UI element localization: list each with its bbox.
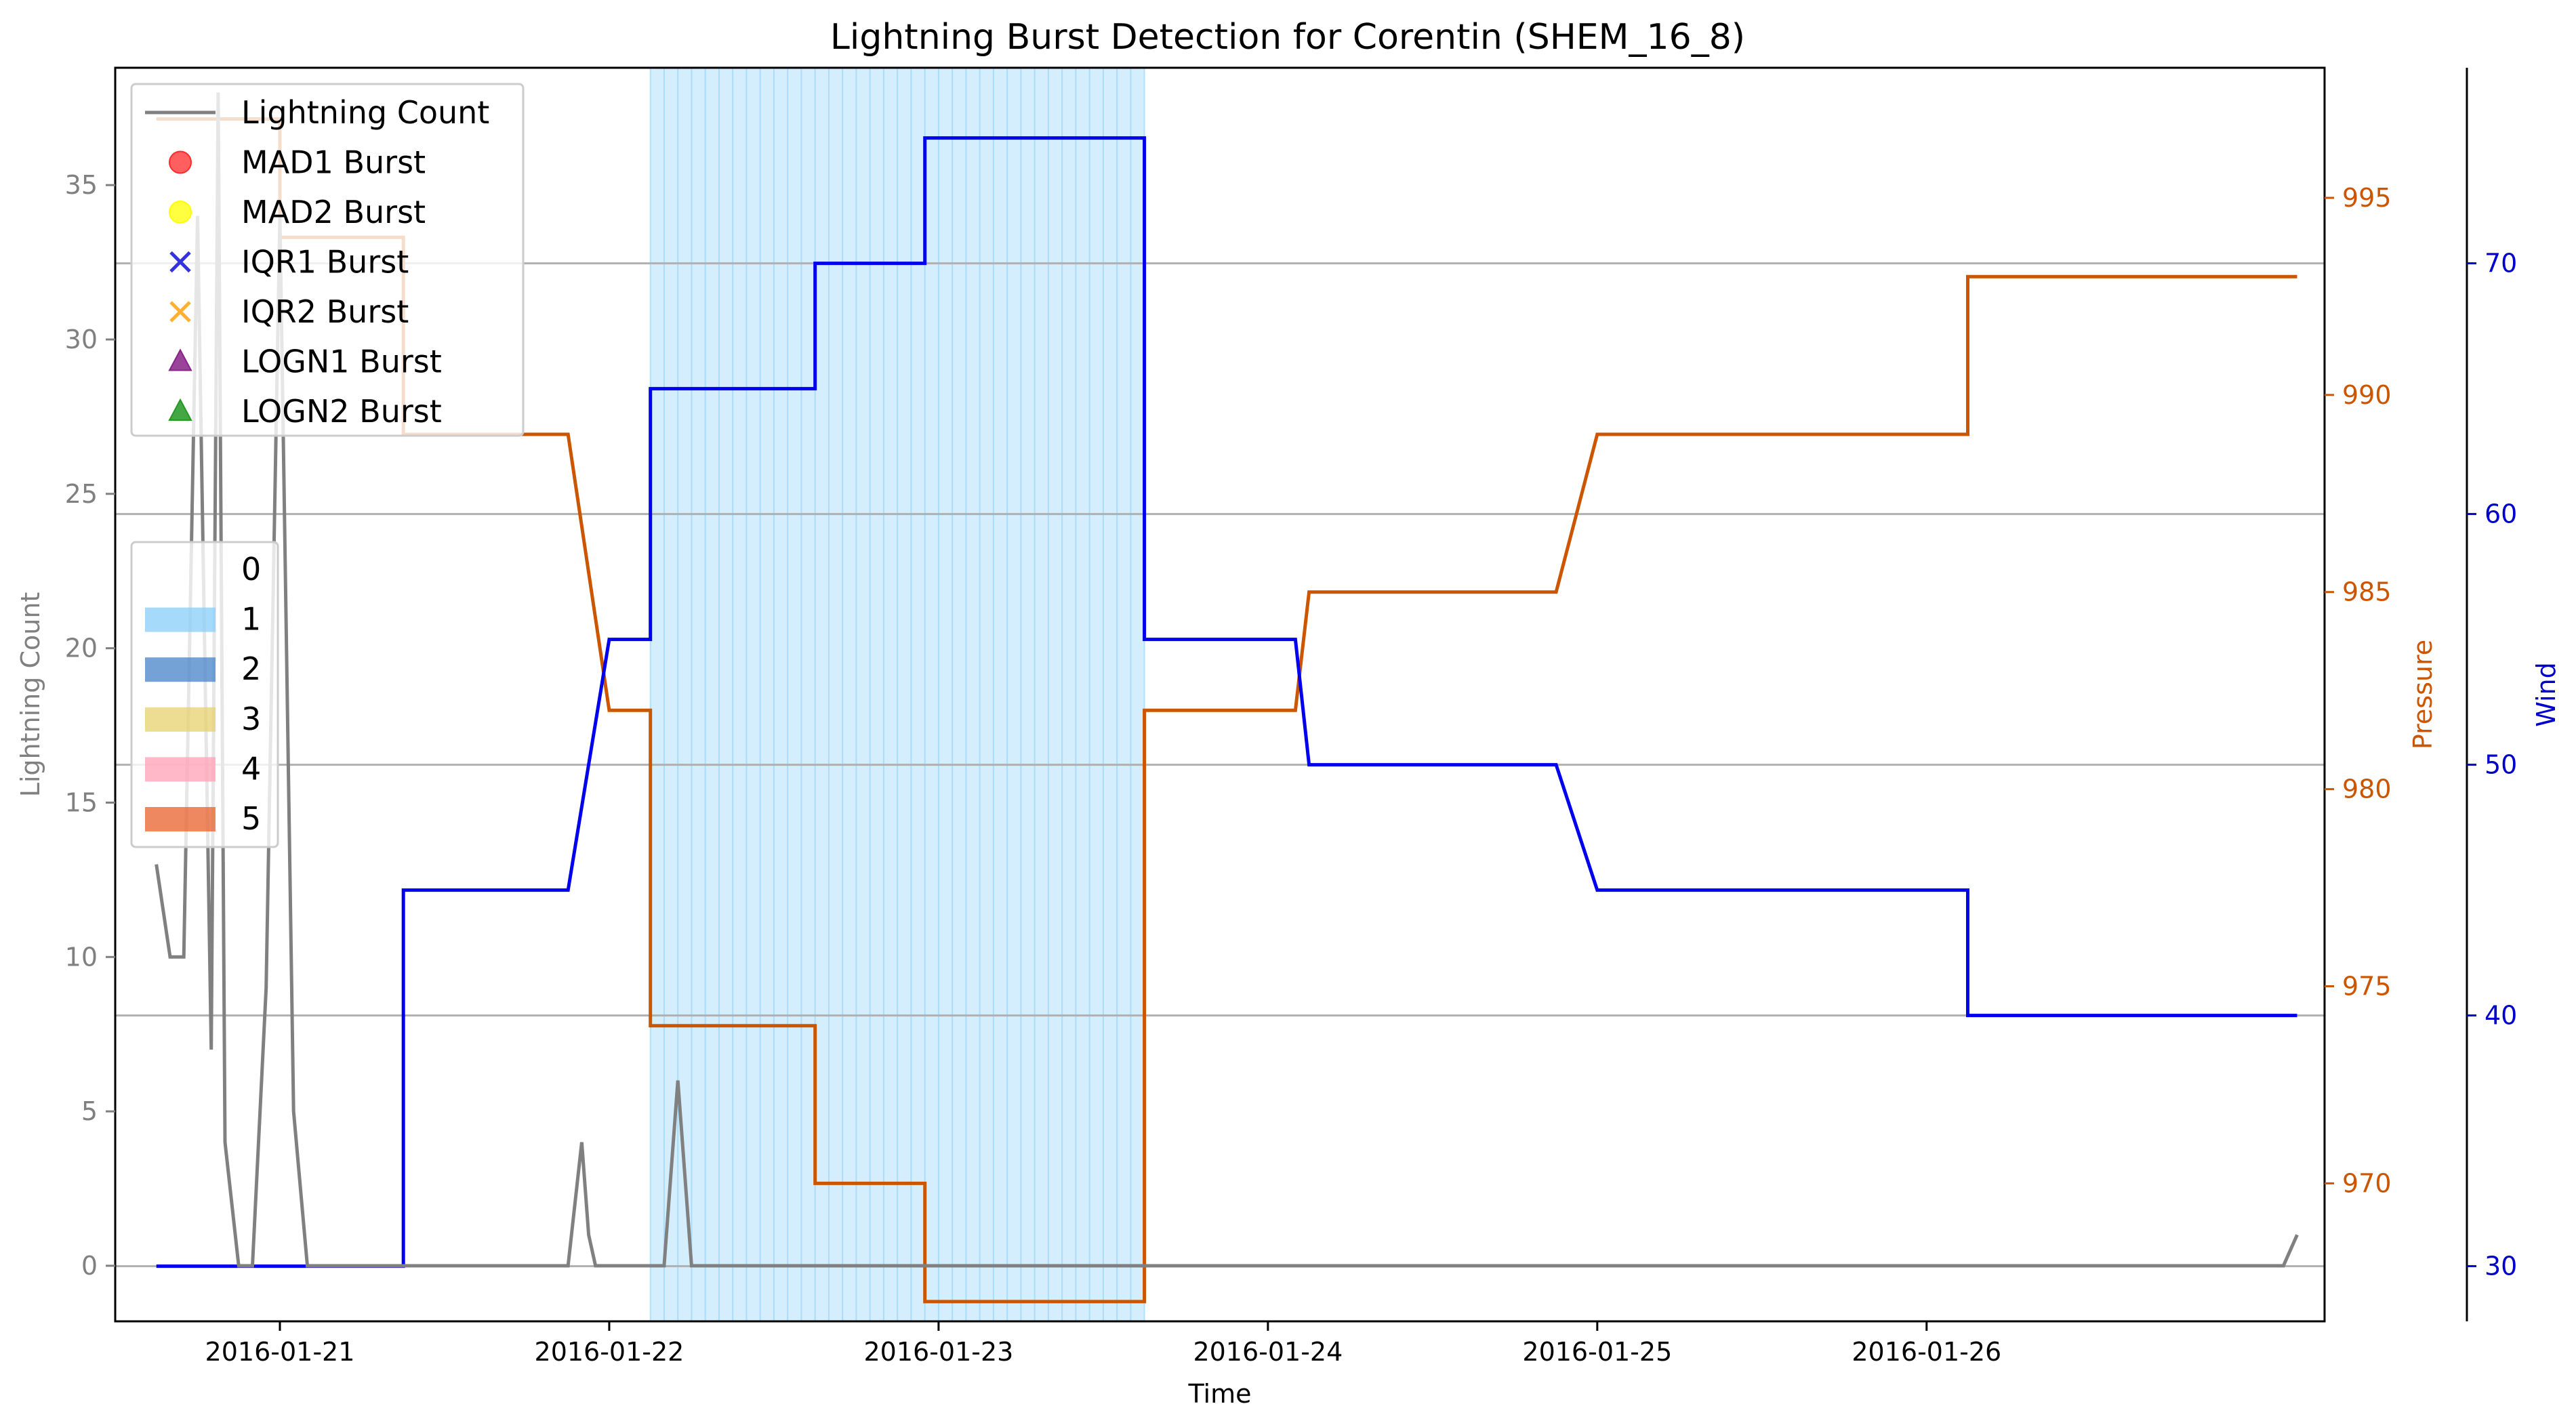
y-pressure-tick-label: 980 xyxy=(2342,775,2392,804)
y-left-tick-label: 15 xyxy=(65,787,98,817)
legend-bursts-frame xyxy=(130,83,525,437)
legend-swatch-category xyxy=(145,657,216,682)
x-axis-label: Time xyxy=(1188,1379,1252,1409)
y-left-tick-label: 30 xyxy=(65,325,98,354)
legend-label: 5 xyxy=(241,800,261,837)
y-left-tick-label: 5 xyxy=(81,1096,98,1126)
y-pressure-tick-label: 995 xyxy=(2342,183,2392,213)
series-line-wind xyxy=(156,136,2297,1268)
legend-label: IQR1 Burst xyxy=(241,244,409,281)
y-left-tick-label: 0 xyxy=(81,1251,98,1281)
y-pressure-tick-label: 985 xyxy=(2342,577,2392,607)
y-wind-tick-label: 40 xyxy=(2485,1001,2517,1031)
axes-layer: 2016-01-21 2016-01-22 2016-01-23 2016-01-24… xyxy=(65,68,2517,1367)
legend-label: MAD1 Burst xyxy=(241,144,426,181)
legend-label: 1 xyxy=(241,601,261,638)
legend-label: 0 xyxy=(241,551,261,587)
y-wind-tick-label: 70 xyxy=(2485,249,2517,278)
legend-swatch-category xyxy=(145,807,216,831)
legend-swatch-triangle xyxy=(168,398,192,421)
legend-swatch-category xyxy=(145,757,216,782)
legend-swatch-triangle xyxy=(168,348,192,371)
legend-label: LOGN1 Burst xyxy=(241,344,442,380)
x-tick-label: 2016-01-25 xyxy=(1522,1337,1672,1367)
x-tick-label: 2016-01-26 xyxy=(1852,1337,2001,1367)
y-pressure-tick-label: 970 xyxy=(2342,1168,2392,1198)
x-tick-label: 2016-01-23 xyxy=(863,1337,1013,1367)
y-wind-tick-label: 30 xyxy=(2485,1252,2517,1281)
legend-label: 2 xyxy=(241,650,261,687)
y-axis-label-wind: Wind xyxy=(2531,662,2561,727)
x-tick-label: 2016-01-22 xyxy=(535,1337,684,1367)
chart-title: Lightning Burst Detection for Corentin (… xyxy=(830,17,1745,58)
x-tick-label: 2016-01-21 xyxy=(205,1337,355,1367)
legend-swatch-x xyxy=(169,301,191,323)
legend-categories: 0 1 2 3 4 5 xyxy=(130,541,279,848)
series-line-lightning-count xyxy=(155,92,2299,1268)
y-pressure-tick-label: 975 xyxy=(2342,972,2392,1001)
category-shading-layer xyxy=(649,68,1145,1321)
legend-swatch-x xyxy=(169,251,191,273)
legend-swatch-circle xyxy=(169,201,192,224)
plot-frame xyxy=(114,66,2326,1323)
legend-swatch-circle xyxy=(169,150,192,174)
legend-label: 4 xyxy=(241,750,261,787)
y-left-tick-label: 20 xyxy=(65,634,98,663)
legend-label: IQR2 Burst xyxy=(241,293,409,330)
legend-label: MAD2 Burst xyxy=(241,194,426,230)
legend-label: LOGN2 Burst xyxy=(241,393,442,430)
legend-swatch-category xyxy=(145,607,216,632)
legend-label: 3 xyxy=(241,701,261,737)
y-axis-label-pressure: Pressure xyxy=(2408,640,2438,749)
legend-label: Lightning Count xyxy=(241,94,489,131)
y-left-tick-label: 10 xyxy=(65,942,98,972)
y-wind-tick-label: 50 xyxy=(2485,750,2517,780)
y-pressure-tick-label: 990 xyxy=(2342,380,2392,410)
grid-layer xyxy=(115,262,2325,1268)
y-left-tick-label: 35 xyxy=(65,170,98,200)
y-axis-label-lightning: Lightning Count xyxy=(16,592,45,798)
legend-bursts: Lightning Count MAD1 Burst MAD2 Burst IQR1 … xyxy=(130,83,525,437)
y-wind-tick-label: 60 xyxy=(2485,499,2517,529)
legend-swatch-category xyxy=(145,707,216,732)
x-tick-label: 2016-01-24 xyxy=(1193,1337,1343,1367)
y-left-tick-label: 25 xyxy=(65,479,98,509)
